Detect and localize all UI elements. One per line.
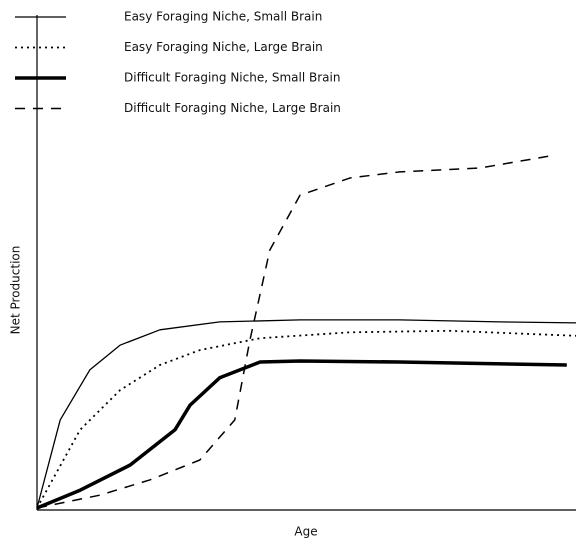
legend-label: Difficult Foraging Niche, Large Brain: [124, 101, 341, 115]
series-line: [36, 329, 576, 509]
legend-label: Easy Foraging Niche, Small Brain: [124, 10, 322, 24]
legend-label: Easy Foraging Niche, Large Brain: [124, 40, 323, 54]
legend-label: Difficult Foraging Niche, Small Brain: [124, 71, 340, 85]
series-line: [36, 359, 567, 510]
y-axis-label: Net Production: [9, 246, 23, 335]
series-line: [36, 319, 576, 509]
series-line: [36, 154, 556, 509]
x-axis-label: Age: [294, 525, 317, 539]
